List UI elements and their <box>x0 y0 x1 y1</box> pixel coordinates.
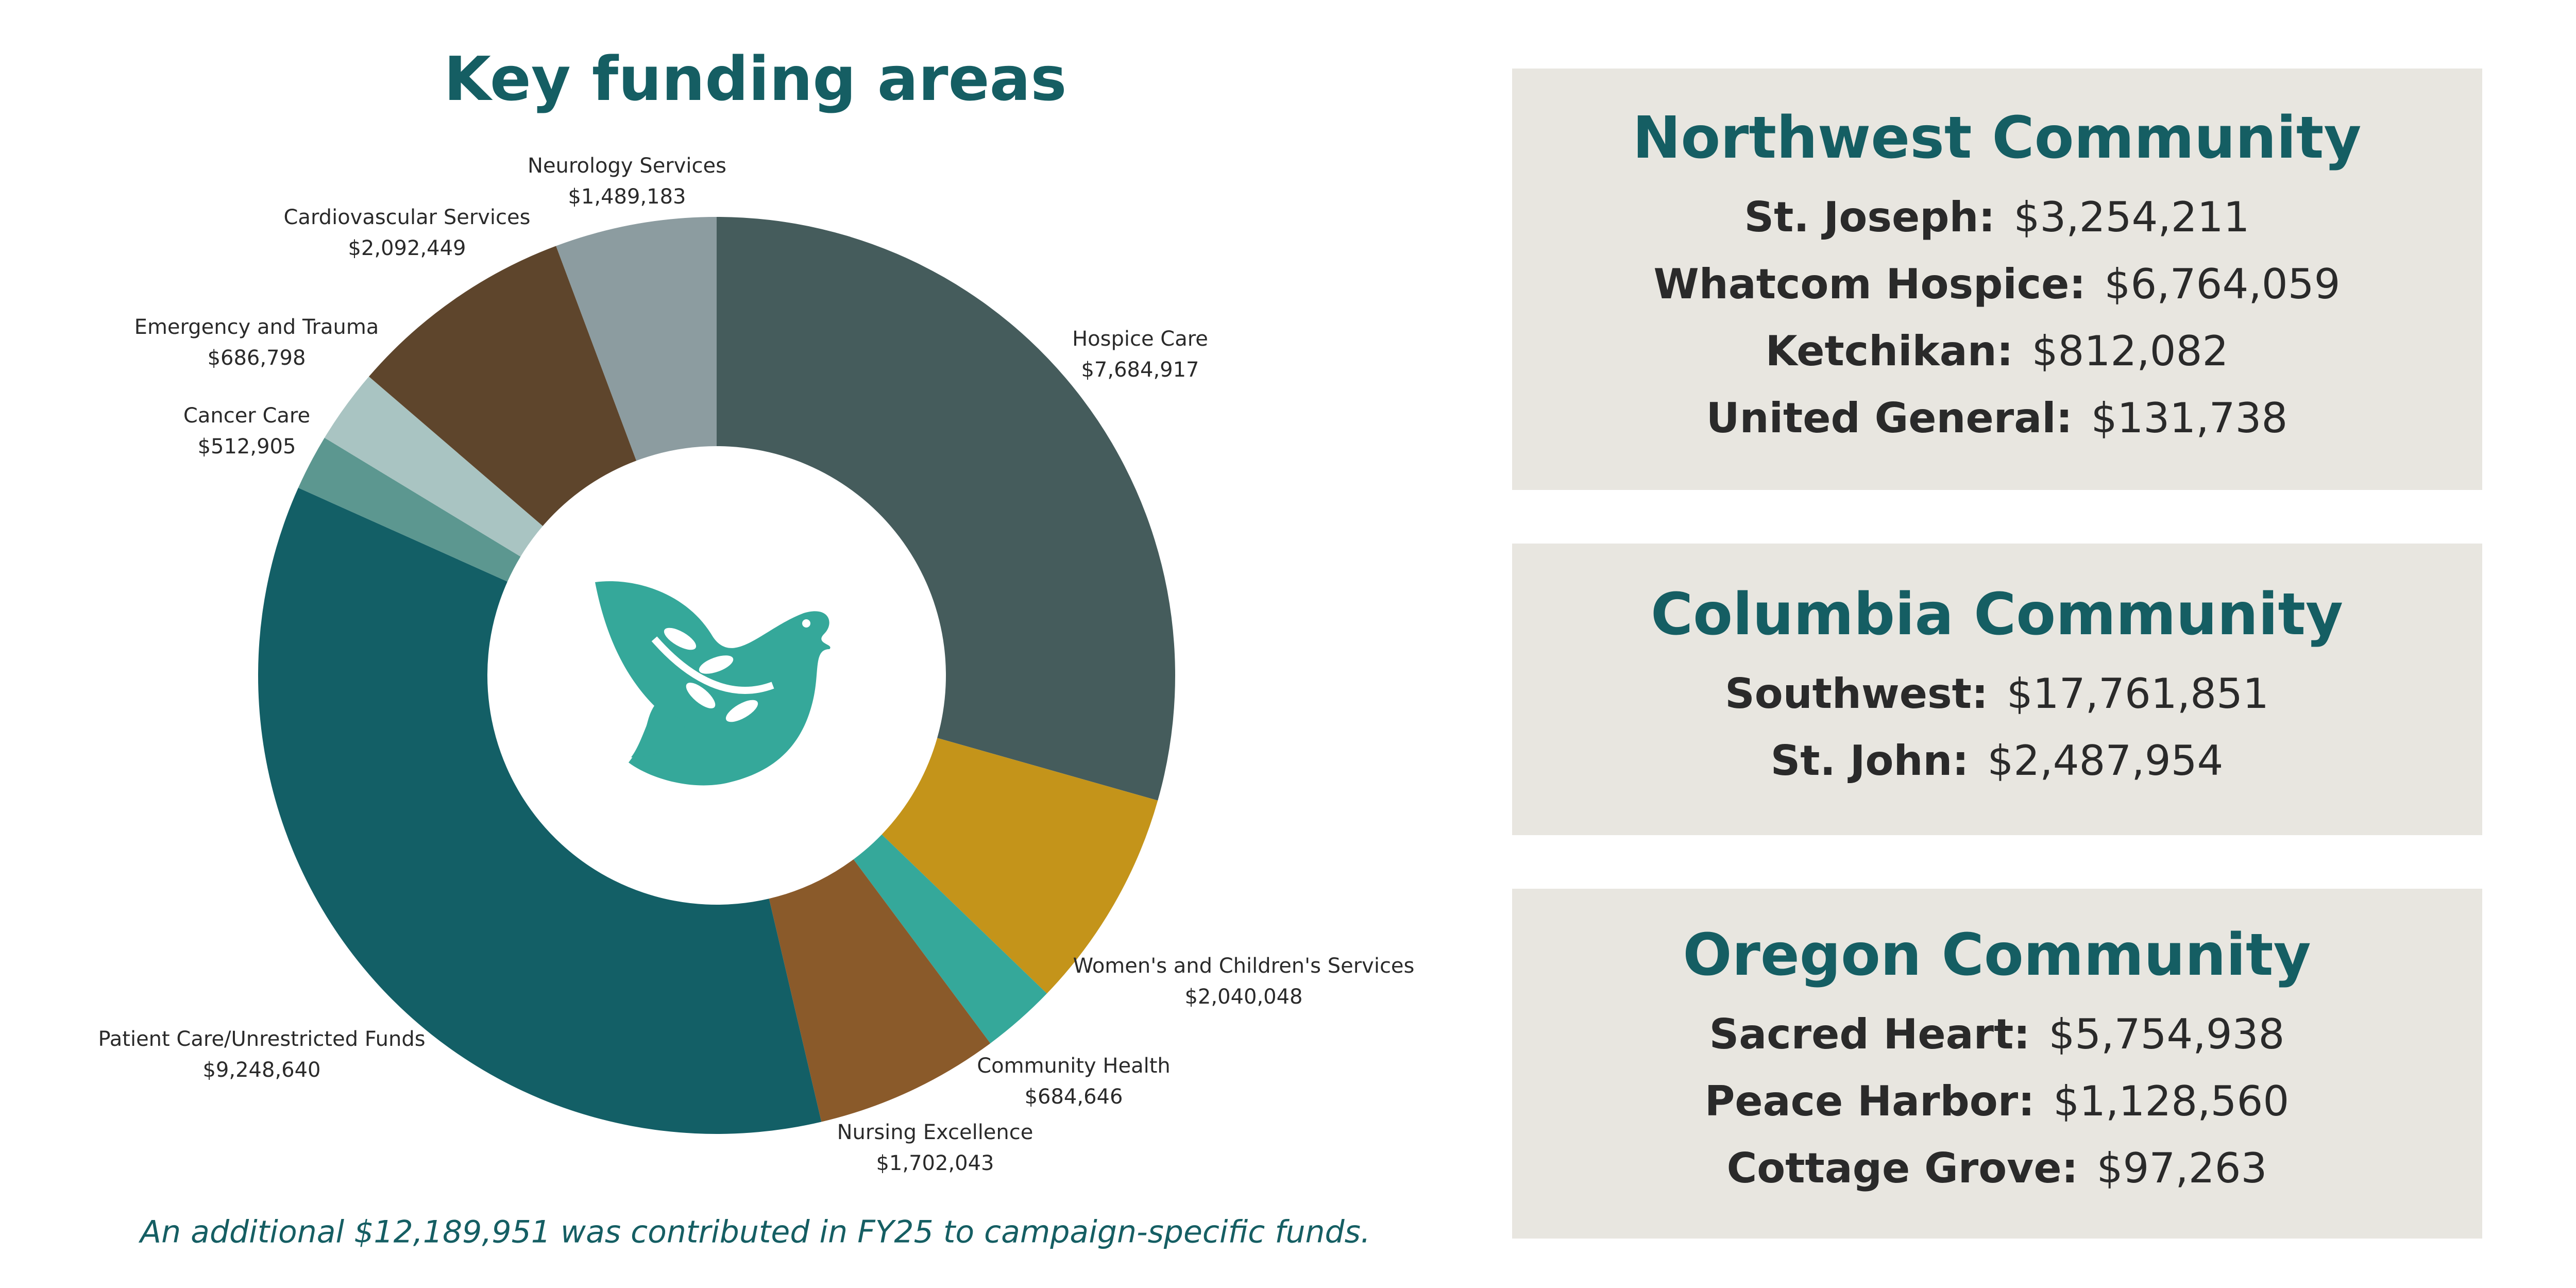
row-value: $2,487,954 <box>1987 737 2223 785</box>
panel-row: Peace Harbor: $1,128,560 <box>1705 1077 2290 1125</box>
slice <box>258 487 822 1134</box>
row-value: $3,254,211 <box>2013 193 2249 241</box>
row-value: $17,761,851 <box>2007 670 2269 718</box>
slice <box>882 738 1158 994</box>
row-value: $97,263 <box>2097 1144 2267 1192</box>
panel-box <box>1512 544 2482 835</box>
value-label: $1,702,043 <box>876 1151 994 1175</box>
donut <box>258 217 1175 1134</box>
dove-eye <box>802 619 810 628</box>
dove-icon <box>595 581 831 786</box>
slice-label: Neurology Services <box>528 154 726 178</box>
leaf <box>664 628 697 650</box>
slice <box>556 217 717 461</box>
panel-title: Oregon Community <box>1683 922 2311 989</box>
row-label: Ketchikan: <box>1766 327 2013 375</box>
value-label: $9,248,640 <box>202 1058 320 1082</box>
row-value: $131,738 <box>2091 394 2288 442</box>
panel-row: Ketchikan: $812,082 <box>1766 327 2229 375</box>
panel-row: Sacred Heart: $5,754,938 <box>1709 1010 2285 1058</box>
slice-label: Nursing Excellence <box>837 1121 1033 1144</box>
row-value: $5,754,938 <box>2048 1010 2284 1058</box>
panel-title: Columbia Community <box>1651 581 2343 648</box>
slice <box>717 217 1175 801</box>
slice-label: Patient Care/Unrestricted Funds <box>98 1027 425 1051</box>
branch <box>651 636 774 694</box>
panel-row: Whatcom Hospice: $6,764,059 <box>1654 260 2341 308</box>
row-label: Southwest: <box>1725 670 1988 718</box>
annotation: An additional $12,189,951 was contribute… <box>138 1214 1370 1250</box>
panel-row: St. John: $2,487,954 <box>1771 737 2224 785</box>
dove-tail <box>631 706 685 757</box>
slice-label: Community Health <box>977 1054 1171 1078</box>
row-value: $1,128,560 <box>2053 1077 2289 1125</box>
slice <box>369 246 637 526</box>
value-label: $1,489,183 <box>568 185 686 209</box>
row-label: St. John: <box>1771 737 1969 785</box>
row-value: $6,764,059 <box>2104 260 2340 308</box>
panel-box <box>1512 69 2482 490</box>
row-label: Whatcom Hospice: <box>1654 260 2086 308</box>
slice <box>769 859 991 1122</box>
value-label: $512,905 <box>198 435 296 459</box>
value-label: $2,092,449 <box>348 236 466 260</box>
panel-row: Southwest: $17,761,851 <box>1725 670 2269 718</box>
value-label: $684,646 <box>1025 1085 1123 1109</box>
panels: Northwest Community St. Joseph: $3,254,211… <box>1512 69 2482 1239</box>
leaf <box>686 683 716 708</box>
row-label: St. Joseph: <box>1744 193 1995 241</box>
leaf <box>699 655 734 674</box>
leaf <box>725 700 758 722</box>
panel-title: Northwest Community <box>1633 105 2362 172</box>
panel-row: St. Joseph: $3,254,211 <box>1744 193 2250 241</box>
row-label: United General: <box>1706 394 2073 442</box>
panel-row: Cottage Grove: $97,263 <box>1727 1144 2267 1192</box>
row-label: Sacred Heart: <box>1709 1010 2030 1058</box>
slice <box>298 437 521 582</box>
panel-box <box>1512 889 2482 1239</box>
panel-row: United General: $131,738 <box>1706 394 2288 442</box>
slice-label: Women's and Children's Services <box>1073 954 1415 978</box>
value-label: $7,684,917 <box>1081 358 1199 382</box>
slice-label: Cancer Care <box>183 404 310 428</box>
row-label: Cottage Grove: <box>1727 1144 2078 1192</box>
slice-label: Hospice Care <box>1072 327 1208 351</box>
row-label: Peace Harbor: <box>1705 1077 2035 1125</box>
chart-title: Key funding areas <box>444 43 1067 114</box>
slice <box>853 834 1047 1044</box>
value-label: $686,798 <box>208 346 306 370</box>
value-label: $2,040,048 <box>1184 985 1302 1009</box>
row-value: $812,082 <box>2032 327 2229 375</box>
slice-label: Cardiovascular Services <box>284 206 531 229</box>
slice <box>324 376 543 557</box>
slice-label: Emergency and Trauma <box>134 315 379 339</box>
